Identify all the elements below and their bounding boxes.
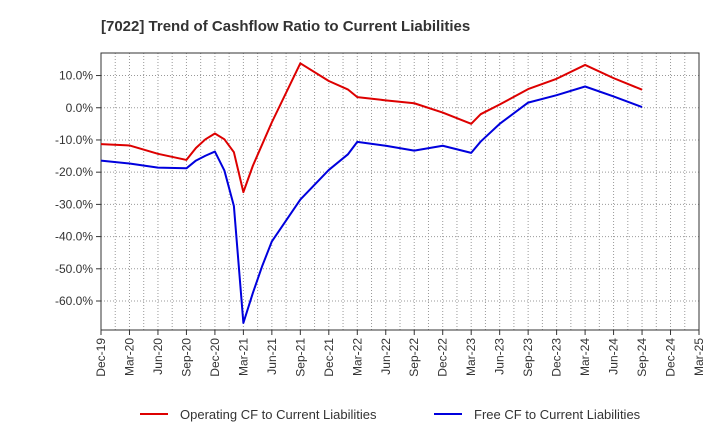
x-tick-label: Mar-22	[350, 338, 364, 376]
grid-layer	[101, 53, 699, 330]
x-tick-label: Mar-25	[692, 338, 706, 376]
y-tick-label: 0.0%	[66, 101, 94, 115]
x-tick-label: Sep-23	[521, 338, 535, 377]
y-tick-label: -10.0%	[55, 133, 93, 147]
series-line-2	[100, 85, 643, 324]
y-tick-label: -50.0%	[55, 262, 93, 276]
x-tick-label: Mar-21	[236, 338, 250, 376]
legend-label-1: Operating CF to Current Liabilities	[180, 407, 377, 422]
x-tick-label: Sep-22	[407, 338, 421, 377]
y-axis-ticks: 10.0% 0.0% -10.0% -20.0% -30.0% -40.0% -50.0% -…	[55, 69, 101, 308]
x-tick-label: Jun-22	[379, 338, 393, 375]
y-tick-label: 10.0%	[59, 69, 93, 83]
y-tick-label: -60.0%	[55, 294, 93, 308]
x-tick-label: Jun-21	[265, 338, 279, 375]
x-tick-label: Sep-21	[293, 338, 307, 377]
x-tick-label: Mar-24	[578, 338, 592, 376]
y-tick-label: -40.0%	[55, 230, 93, 244]
x-tick-label: Dec-19	[94, 338, 108, 377]
x-tick-label: Dec-23	[550, 338, 564, 377]
x-tick-label: Jun-23	[493, 338, 507, 375]
chart-title: [7022] Trend of Cashflow Ratio to Curren…	[101, 18, 470, 35]
y-tick-label: -30.0%	[55, 197, 93, 211]
x-tick-label: Jun-24	[607, 338, 621, 375]
x-tick-label: Jun-20	[151, 338, 165, 375]
x-tick-label: Dec-24	[664, 338, 678, 377]
x-tick-label: Mar-23	[464, 338, 478, 376]
plot-frame	[100, 52, 700, 331]
x-tick-label: Sep-24	[635, 338, 649, 377]
x-tick-label: Sep-20	[179, 338, 193, 377]
series-line-1	[100, 62, 643, 194]
x-tick-label: Mar-20	[122, 338, 136, 376]
legend-label-2: Free CF to Current Liabilities	[474, 407, 641, 422]
x-tick-label: Dec-21	[322, 338, 336, 377]
series-layer	[100, 62, 643, 324]
x-tick-label: Dec-20	[208, 338, 222, 377]
x-axis-ticks: Dec-19 Mar-20 Jun-20 Sep-20 Dec-20 Mar-21 Jun-…	[94, 330, 706, 377]
y-tick-label: -20.0%	[55, 165, 93, 179]
legend: Operating CF to Current Liabilities Free …	[140, 407, 641, 422]
x-tick-label: Dec-22	[436, 338, 450, 377]
